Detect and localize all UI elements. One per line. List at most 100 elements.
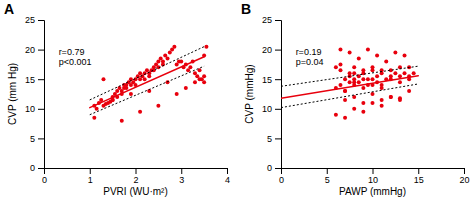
y-axis-title: CVP (mm Hg) — [7, 63, 18, 125]
point — [393, 71, 397, 75]
tick: 0 — [279, 168, 284, 185]
point — [357, 56, 361, 60]
tick-mark — [275, 138, 281, 139]
point — [375, 74, 379, 78]
point — [361, 77, 365, 81]
point — [204, 45, 208, 49]
tick-label: 15 — [414, 175, 424, 185]
point — [188, 65, 192, 69]
plot-area — [281, 48, 418, 120]
tick-mark — [38, 20, 44, 21]
tick-label: 10 — [262, 104, 272, 114]
tick: 25 — [262, 15, 281, 25]
tick-label: 20 — [25, 45, 35, 55]
tick-mark — [327, 168, 328, 174]
point — [175, 92, 179, 96]
tick: 0 — [30, 163, 44, 173]
point — [172, 45, 176, 49]
tick-label: 0 — [42, 175, 47, 185]
point — [361, 68, 365, 72]
point — [101, 77, 105, 81]
point — [352, 71, 356, 75]
x-axis-line — [282, 169, 465, 175]
point — [338, 62, 342, 66]
point — [338, 68, 342, 72]
tick-label: 3 — [179, 175, 184, 185]
tick-mark — [275, 168, 281, 169]
tick-mark — [418, 168, 419, 174]
point — [348, 80, 352, 84]
ci-line — [90, 66, 204, 115]
tick-label: 15 — [262, 75, 272, 85]
point — [348, 51, 352, 55]
tick-mark — [38, 138, 44, 139]
tick-label: 10 — [25, 104, 35, 114]
y-axis-title: CVP (mmHg) — [244, 64, 255, 123]
point — [407, 89, 411, 93]
tick-label: 0 — [30, 163, 35, 173]
tick: 1 — [88, 168, 93, 185]
tick: 5 — [30, 134, 44, 144]
tick-mark — [275, 20, 281, 21]
tick-label: 4 — [225, 175, 230, 185]
tick-mark — [464, 168, 465, 174]
annotation-line: p=0.04 — [296, 57, 324, 67]
point — [338, 83, 342, 87]
x-axis-line — [45, 169, 228, 175]
tick-mark — [38, 79, 44, 80]
panel-label: B — [241, 1, 251, 17]
tick: 20 — [459, 168, 469, 185]
annotation-line: p<0.001 — [59, 57, 92, 67]
tick-label: 5 — [267, 134, 272, 144]
point — [380, 104, 384, 108]
tick: 15 — [414, 168, 424, 185]
panel: 051015200510152025PAWP (mmHg)CVP (mmHg)r… — [241, 1, 470, 197]
point — [348, 71, 352, 75]
tick-mark — [227, 168, 228, 174]
panel: 012340510152025PVRI (WU·m²)CVP (mm Hg)r=… — [4, 1, 230, 197]
tick: 5 — [267, 134, 281, 144]
scatter-series — [92, 45, 208, 123]
point — [193, 80, 197, 84]
tick-label: 25 — [25, 15, 35, 25]
y-axis: 0510152025 — [262, 15, 282, 173]
tick: 10 — [25, 104, 44, 114]
point — [202, 80, 206, 84]
ci-line — [281, 84, 418, 108]
tick-mark — [275, 50, 281, 51]
tick-mark — [373, 168, 374, 174]
point — [403, 54, 407, 58]
annotation-line: r=0.79 — [59, 47, 85, 57]
point — [352, 80, 356, 84]
point — [343, 116, 347, 120]
point — [380, 86, 384, 90]
point — [120, 119, 124, 123]
point — [371, 65, 375, 69]
figure: 012340510152025PVRI (WU·m²)CVP (mm Hg)r=… — [0, 0, 474, 200]
point — [361, 110, 365, 114]
tick: 10 — [368, 168, 378, 185]
tick: 2 — [133, 168, 138, 185]
point — [398, 80, 402, 84]
point — [343, 98, 347, 102]
point — [138, 110, 142, 114]
point — [202, 74, 206, 78]
tick-mark — [38, 168, 44, 169]
tick: 15 — [262, 75, 281, 85]
point — [179, 59, 183, 63]
tick-label: 5 — [30, 134, 35, 144]
point — [184, 86, 188, 90]
tick: 4 — [225, 168, 230, 185]
point — [403, 71, 407, 75]
point — [384, 59, 388, 63]
point — [343, 89, 347, 93]
point — [380, 98, 384, 102]
point — [334, 113, 338, 117]
tick-label: 2 — [133, 175, 138, 185]
tick: 10 — [262, 104, 281, 114]
point — [92, 116, 96, 120]
tick: 0 — [267, 163, 281, 173]
point — [334, 65, 338, 69]
tick: 25 — [25, 15, 44, 25]
tick: 3 — [179, 168, 184, 185]
